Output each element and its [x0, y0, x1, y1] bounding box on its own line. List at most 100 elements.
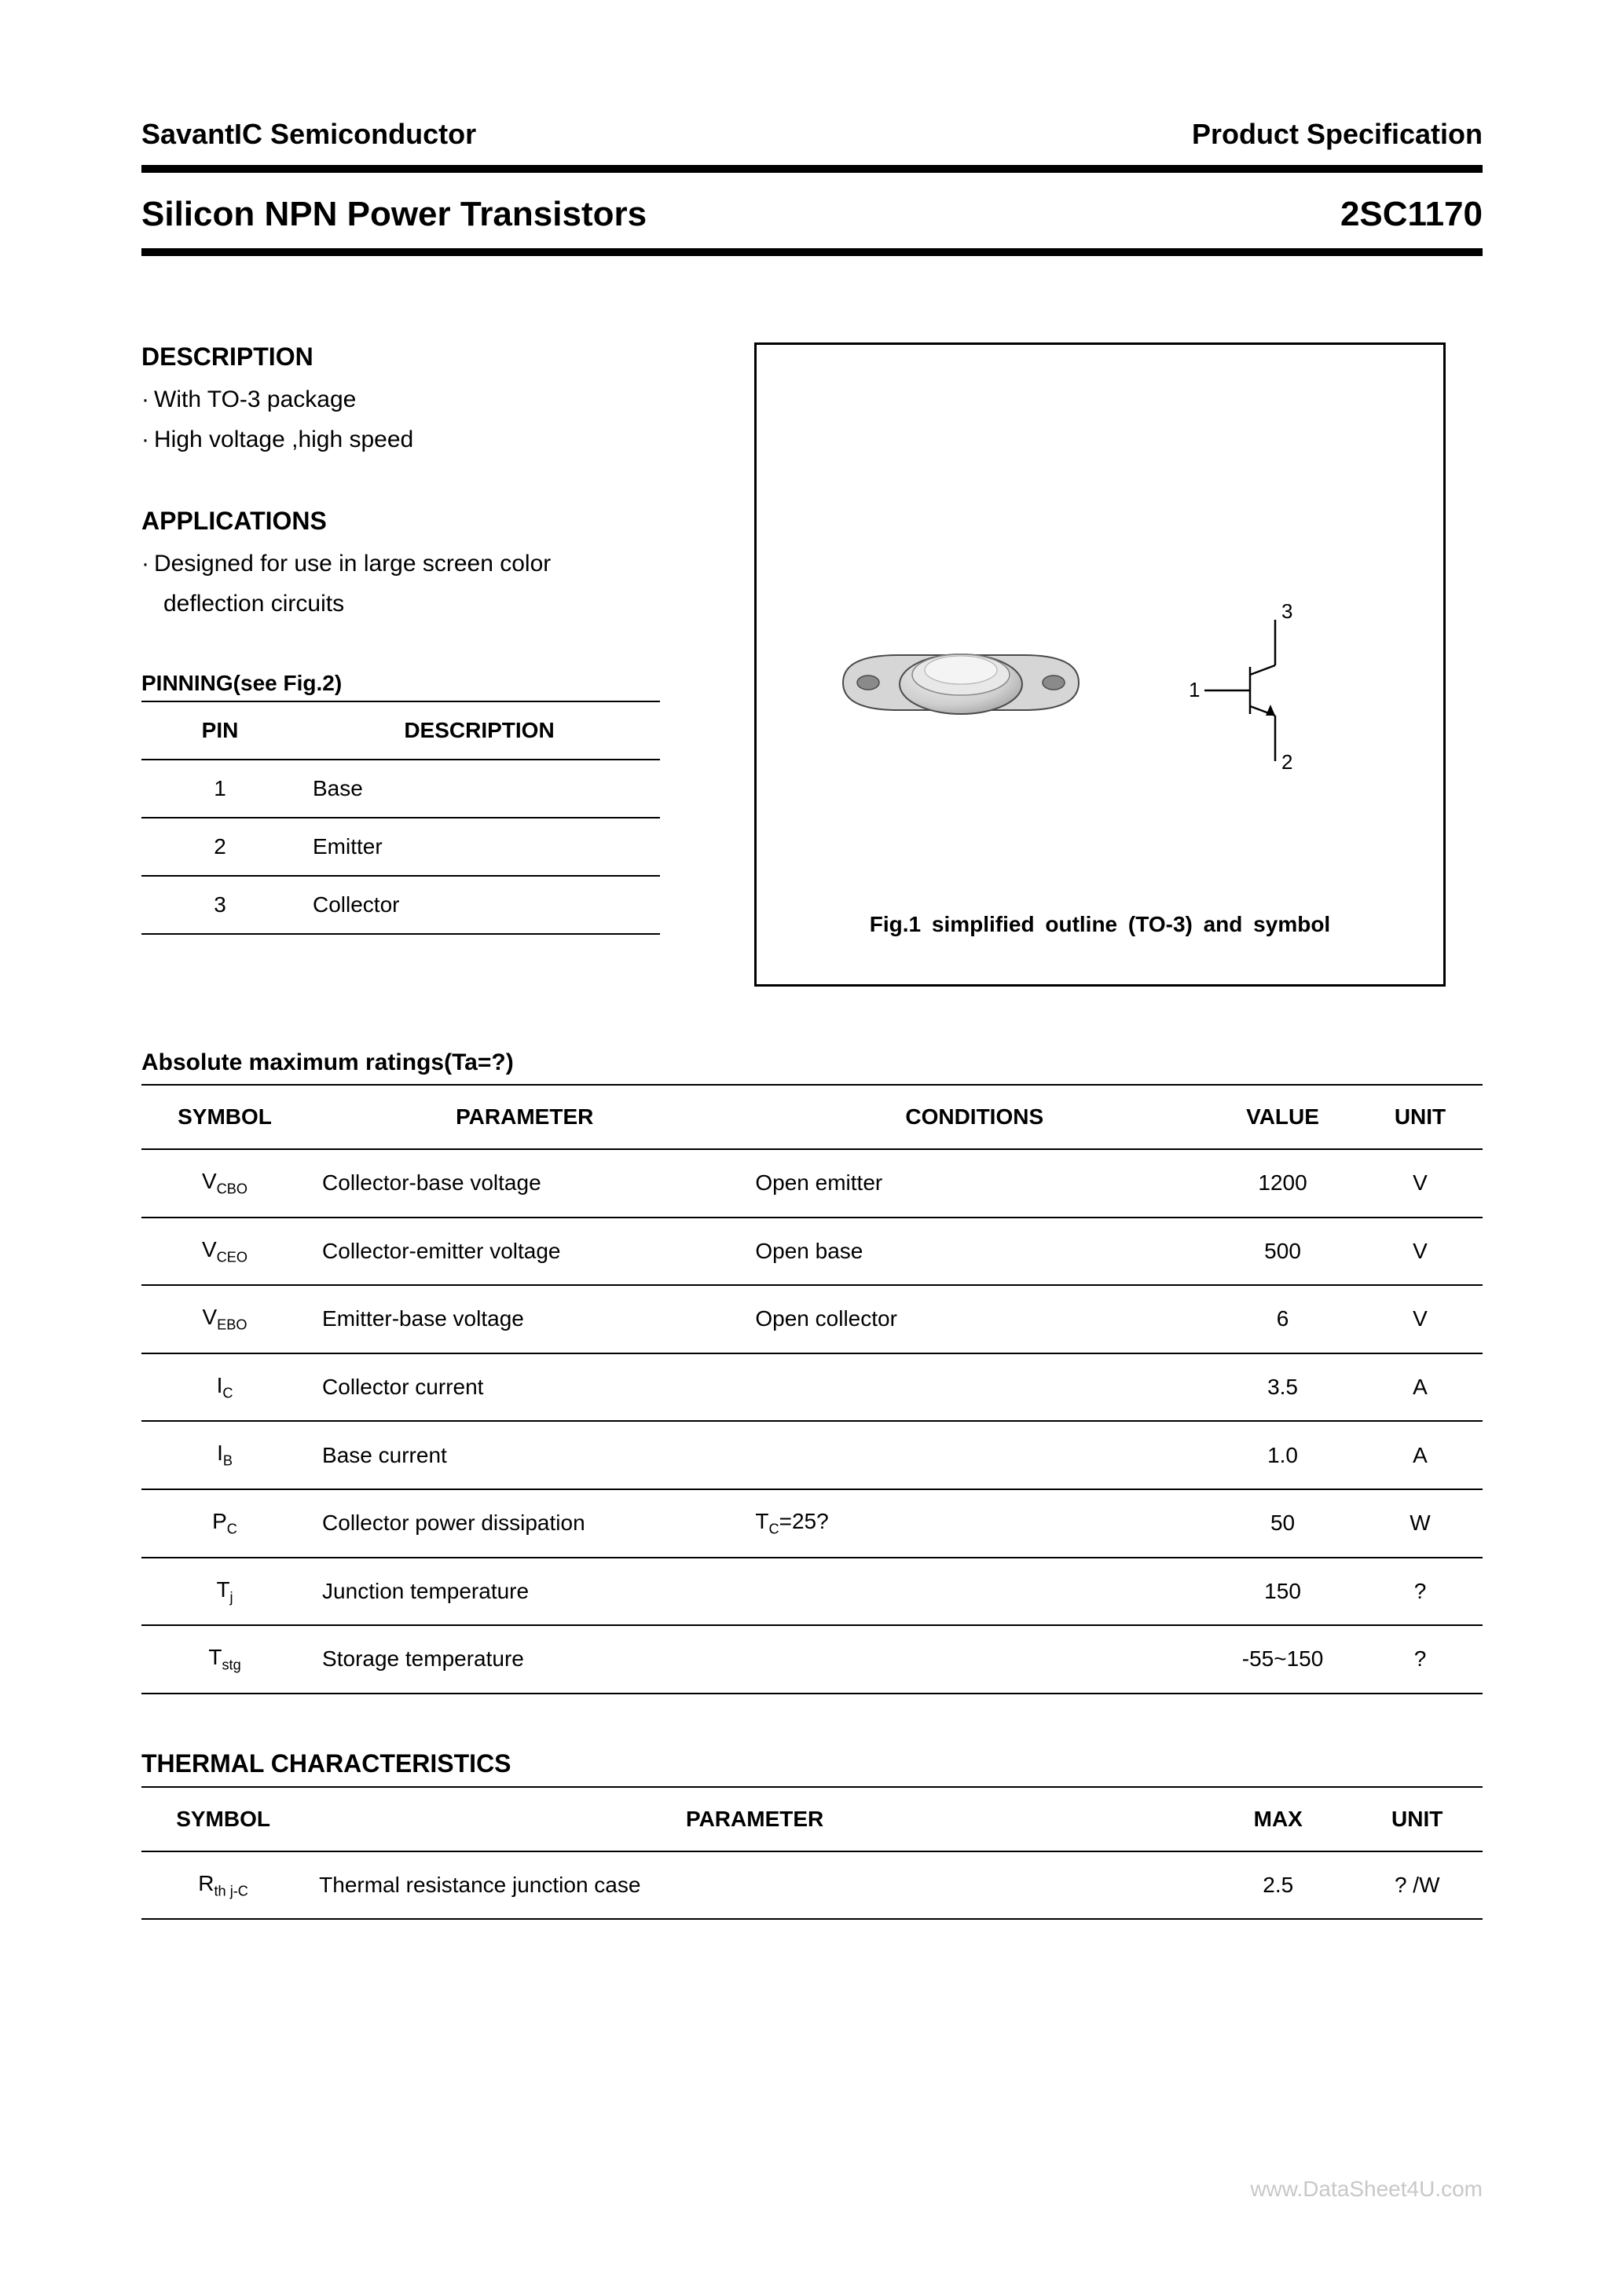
cell-pin: 3 [141, 876, 299, 934]
table-row: TjJunction temperature 150? [141, 1558, 1483, 1626]
figure-caption: Fig.1 simplified outline (TO-3) and symb… [757, 912, 1443, 937]
cell-unit: W [1358, 1489, 1483, 1558]
cell-symbol: Tstg [141, 1625, 308, 1694]
rule-under-title [141, 248, 1483, 256]
part-number: 2SC1170 [1340, 195, 1483, 234]
pin-label-3: 3 [1281, 604, 1292, 623]
cell-parameter: Collector power dissipation [308, 1489, 741, 1558]
cell-pin: 1 [141, 760, 299, 818]
cell-symbol: IB [141, 1421, 308, 1489]
thermal-section: THERMAL CHARACTERISTICS SYMBOL PARAMETER… [141, 1749, 1483, 1921]
cell-conditions [741, 1421, 1208, 1489]
cell-parameter: Emitter-base voltage [308, 1285, 741, 1353]
rule-top [141, 165, 1483, 173]
cell-parameter: Collector-base voltage [308, 1149, 741, 1218]
title-row: Silicon NPN Power Transistors 2SC1170 [141, 173, 1483, 248]
cell-description: Base [299, 760, 660, 818]
col-unit: UNIT [1351, 1787, 1483, 1851]
pin-label-1: 1 [1189, 678, 1200, 701]
company-name: SavantIC Semiconductor [141, 118, 476, 151]
spec-label: Product Specification [1192, 118, 1483, 151]
ratings-table: SYMBOL PARAMETER CONDITIONS VALUE UNIT V… [141, 1084, 1483, 1694]
cell-parameter: Base current [308, 1421, 741, 1489]
ratings-section: Absolute maximum ratings(Ta=?) SYMBOL PA… [141, 1049, 1483, 1694]
cell-max: 2.5 [1204, 1851, 1351, 1920]
applications-line: deflection circuits [141, 584, 707, 624]
cell-value: 1200 [1208, 1149, 1358, 1218]
content-columns: DESCRIPTION With TO-3 package High volta… [141, 256, 1483, 987]
table-row: 1Base [141, 760, 660, 818]
cell-description: Emitter [299, 818, 660, 876]
thermal-heading: THERMAL CHARACTERISTICS [141, 1749, 1483, 1778]
col-value: VALUE [1208, 1085, 1358, 1149]
table-row: VCEOCollector-emitter voltageOpen base50… [141, 1218, 1483, 1286]
description-heading: DESCRIPTION [141, 342, 707, 372]
cell-conditions [741, 1353, 1208, 1422]
product-title: Silicon NPN Power Transistors [141, 195, 647, 234]
figure-box: 3 1 2 Fig.1 simplified outline (TO-3) an… [754, 342, 1446, 987]
applications-section: APPLICATIONS Designed for use in large s… [141, 507, 707, 624]
cell-unit: A [1358, 1353, 1483, 1422]
cell-conditions: Open collector [741, 1285, 1208, 1353]
cell-parameter: Collector current [308, 1353, 741, 1422]
cell-pin: 2 [141, 818, 299, 876]
cell-value: 6 [1208, 1285, 1358, 1353]
cell-parameter: Junction temperature [308, 1558, 741, 1626]
col-parameter: PARAMETER [308, 1085, 741, 1149]
cell-value: 1.0 [1208, 1421, 1358, 1489]
cell-unit: A [1358, 1421, 1483, 1489]
cell-unit: V [1358, 1218, 1483, 1286]
pinning-section: PINNING(see Fig.2) PIN DESCRIPTION 1Base… [141, 671, 707, 935]
cell-conditions [741, 1625, 1208, 1694]
table-row: TstgStorage temperature -55~150? [141, 1625, 1483, 1694]
pinning-table: PIN DESCRIPTION 1Base2Emitter3Collector [141, 701, 660, 935]
cell-description: Collector [299, 876, 660, 934]
table-header-row: PIN DESCRIPTION [141, 701, 660, 760]
table-row: VEBOEmitter-base voltageOpen collector6V [141, 1285, 1483, 1353]
cell-conditions: Open base [741, 1218, 1208, 1286]
left-column: DESCRIPTION With TO-3 package High volta… [141, 342, 707, 987]
ratings-heading: Absolute maximum ratings(Ta=?) [141, 1049, 1483, 1084]
cell-value: 50 [1208, 1489, 1358, 1558]
table-row: 3Collector [141, 876, 660, 934]
cell-parameter: Storage temperature [308, 1625, 741, 1694]
datasheet-page: SavantIC Semiconductor Product Specifica… [0, 0, 1624, 2296]
col-conditions: CONDITIONS [741, 1085, 1208, 1149]
cell-value: 3.5 [1208, 1353, 1358, 1422]
col-max: MAX [1204, 1787, 1351, 1851]
col-symbol: SYMBOL [141, 1085, 308, 1149]
applications-heading: APPLICATIONS [141, 507, 707, 536]
cell-unit: ? /W [1351, 1851, 1483, 1920]
table-row: ICCollector current3.5A [141, 1353, 1483, 1422]
cell-unit: ? [1358, 1625, 1483, 1694]
cell-unit: V [1358, 1149, 1483, 1218]
col-pin: PIN [141, 701, 299, 760]
pinning-heading: PINNING(see Fig.2) [141, 671, 707, 701]
table-header-row: SYMBOL PARAMETER CONDITIONS VALUE UNIT [141, 1085, 1483, 1149]
cell-value: 500 [1208, 1218, 1358, 1286]
cell-symbol: PC [141, 1489, 308, 1558]
table-row: PCCollector power dissipationTC=25?50W [141, 1489, 1483, 1558]
table-row: IBBase current 1.0A [141, 1421, 1483, 1489]
table-row: Rth j-CThermal resistance junction case2… [141, 1851, 1483, 1920]
package-outline-icon [819, 612, 1102, 753]
cell-value: -55~150 [1208, 1625, 1358, 1694]
transistor-symbol-icon: 3 1 2 [1181, 604, 1338, 785]
pin-label-2: 2 [1281, 750, 1292, 774]
cell-symbol: Rth j-C [141, 1851, 305, 1920]
applications-line: Designed for use in large screen color [141, 544, 707, 584]
table-row: VCBOCollector-base voltageOpen emitter12… [141, 1149, 1483, 1218]
cell-conditions: Open emitter [741, 1149, 1208, 1218]
col-unit: UNIT [1358, 1085, 1483, 1149]
cell-parameter: Collector-emitter voltage [308, 1218, 741, 1286]
description-line: High voltage ,high speed [141, 419, 707, 460]
cell-symbol: VCEO [141, 1218, 308, 1286]
cell-symbol: VEBO [141, 1285, 308, 1353]
cell-symbol: Tj [141, 1558, 308, 1626]
cell-value: 150 [1208, 1558, 1358, 1626]
col-symbol: SYMBOL [141, 1787, 305, 1851]
cell-conditions: TC=25? [741, 1489, 1208, 1558]
col-description: DESCRIPTION [299, 701, 660, 760]
right-column: 3 1 2 Fig.1 simplified outline (TO-3) an… [754, 342, 1446, 987]
cell-unit: ? [1358, 1558, 1483, 1626]
